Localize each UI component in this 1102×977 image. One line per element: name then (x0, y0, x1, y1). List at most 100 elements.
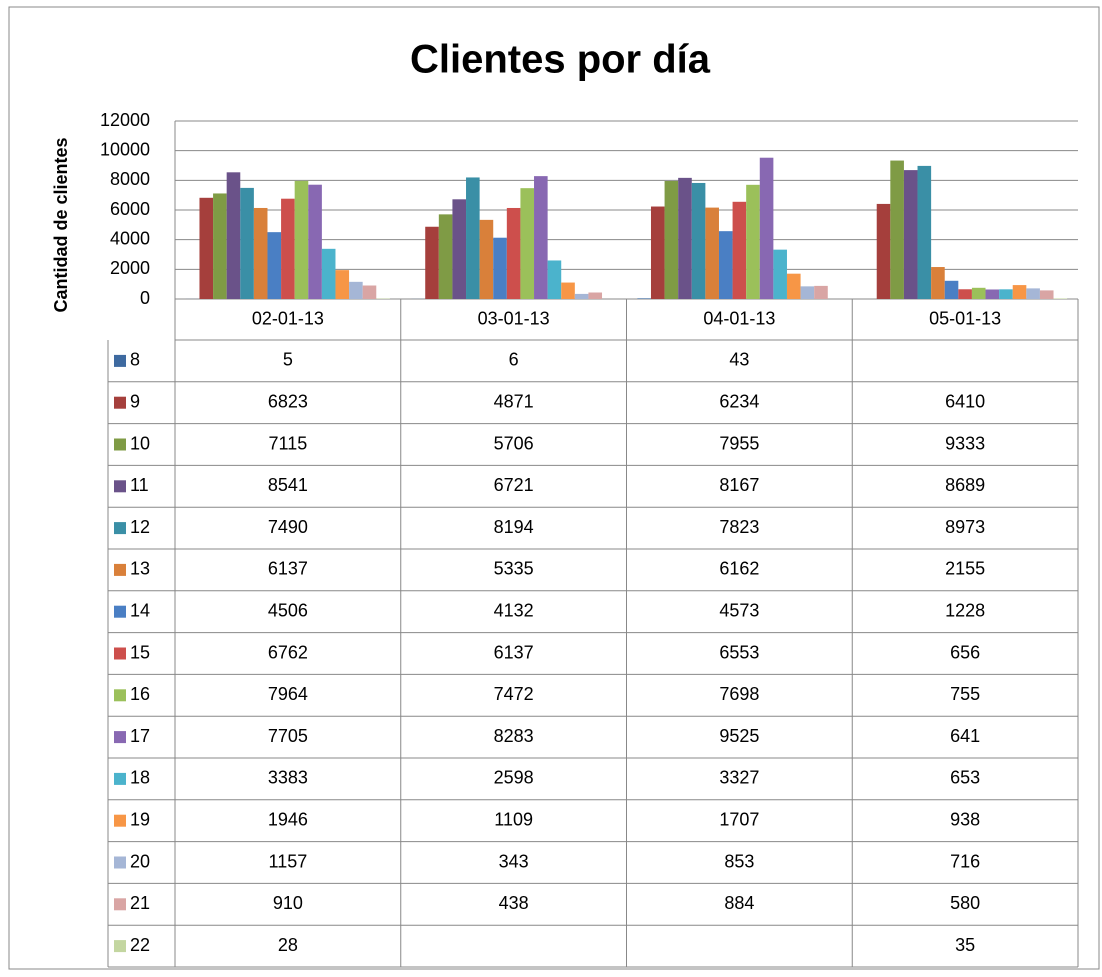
bar (958, 289, 972, 299)
table-value: 6137 (268, 559, 308, 579)
bar (295, 181, 309, 299)
table-value: 8973 (945, 517, 985, 537)
legend-label: 10 (130, 433, 150, 453)
table-value: 6234 (719, 391, 759, 411)
table-value: 853 (724, 851, 754, 871)
legend-key (114, 606, 126, 618)
table-value: 7490 (268, 517, 308, 537)
table-value: 580 (950, 893, 980, 913)
y-tick-label: 12000 (100, 110, 150, 130)
bar (692, 183, 706, 299)
bar (890, 161, 904, 299)
legend-key (114, 355, 126, 367)
bar (213, 193, 227, 299)
table-value: 43 (729, 350, 749, 370)
bar (931, 267, 945, 299)
legend-label: 13 (130, 559, 150, 579)
y-tick-label: 0 (140, 288, 150, 308)
x-tick-label: 03-01-13 (478, 308, 550, 328)
x-tick-label: 04-01-13 (703, 308, 775, 328)
y-tick-label: 10000 (100, 139, 150, 159)
bar (1013, 285, 1027, 299)
table-value: 716 (950, 851, 980, 871)
table-value: 5 (283, 350, 293, 370)
table-value: 7705 (268, 726, 308, 746)
legend-label: 17 (130, 726, 150, 746)
x-tick-label: 02-01-13 (252, 308, 324, 328)
table-value: 438 (499, 893, 529, 913)
table-value: 7964 (268, 684, 308, 704)
table-value: 4132 (494, 600, 534, 620)
bar (466, 177, 480, 299)
table-value: 4871 (494, 391, 534, 411)
legend-key (114, 940, 126, 952)
table-value: 8689 (945, 475, 985, 495)
legend-label: 22 (130, 935, 150, 955)
bar (520, 188, 534, 299)
bar (1040, 290, 1054, 299)
bar (281, 199, 295, 299)
table-value: 6162 (719, 559, 759, 579)
bar (1026, 288, 1040, 299)
table-value: 7698 (719, 684, 759, 704)
table-value: 35 (955, 935, 975, 955)
y-tick-label: 6000 (110, 199, 150, 219)
bar (254, 208, 268, 299)
table-value: 884 (724, 893, 754, 913)
legend-label: 20 (130, 851, 150, 871)
table-value: 4573 (719, 600, 759, 620)
legend-key (114, 648, 126, 660)
bar (801, 286, 815, 299)
table-value: 6137 (494, 642, 534, 662)
legend-label: 15 (130, 642, 150, 662)
bar (199, 198, 213, 299)
bar (240, 188, 254, 299)
table-value: 6762 (268, 642, 308, 662)
legend-key (114, 564, 126, 576)
bar (814, 286, 828, 299)
bar (719, 231, 733, 299)
legend-key (114, 397, 126, 409)
table-value: 6721 (494, 475, 534, 495)
bar (678, 178, 692, 299)
table-value: 1707 (719, 809, 759, 829)
table-value: 2598 (494, 768, 534, 788)
x-tick-label: 05-01-13 (929, 308, 1001, 328)
table-value: 8194 (494, 517, 534, 537)
bar (999, 289, 1013, 299)
bar (705, 208, 719, 299)
table-value: 3383 (268, 768, 308, 788)
bar (637, 298, 651, 299)
table-value: 755 (950, 684, 980, 704)
bar (363, 286, 377, 299)
table-value: 9525 (719, 726, 759, 746)
legend-key (114, 815, 126, 827)
bar (651, 207, 665, 299)
table-value: 9333 (945, 433, 985, 453)
table-value: 1946 (268, 809, 308, 829)
bar (986, 289, 1000, 299)
table-value: 1157 (269, 851, 308, 871)
table-value: 6 (509, 350, 519, 370)
table-value: 1109 (494, 809, 533, 829)
legend-key (114, 689, 126, 701)
bar (904, 170, 918, 299)
legend-label: 19 (130, 809, 150, 829)
table-value: 6823 (268, 391, 308, 411)
legend-key (114, 439, 126, 451)
bar (439, 214, 453, 299)
bar (452, 199, 466, 299)
bar (534, 176, 548, 299)
y-axis-label: Cantidad de clientes (51, 137, 71, 312)
legend-key (114, 522, 126, 534)
table-value: 938 (950, 809, 980, 829)
bar (322, 249, 336, 299)
table-value: 653 (950, 768, 980, 788)
table-value: 4506 (268, 600, 308, 620)
table-value: 8283 (494, 726, 534, 746)
y-tick-label: 8000 (110, 169, 150, 189)
y-tick-label: 4000 (110, 228, 150, 248)
table-value: 656 (950, 642, 980, 662)
bar (773, 250, 787, 299)
